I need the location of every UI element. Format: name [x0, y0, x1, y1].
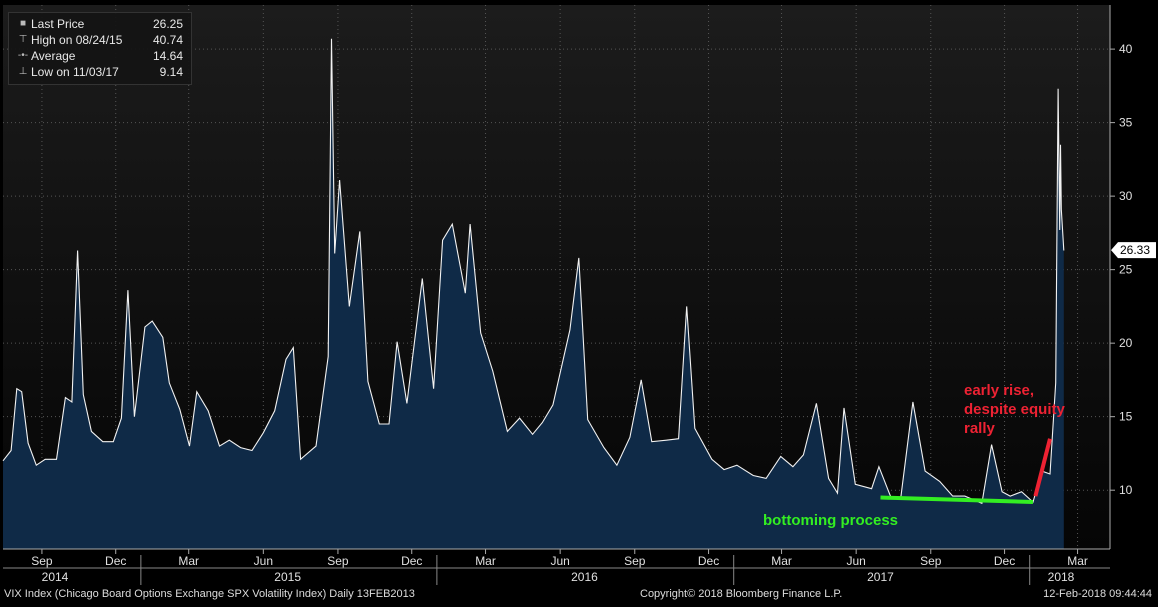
x-tick-label: Sep: [624, 554, 646, 568]
legend-value: 40.74: [152, 33, 183, 47]
x-tick-label: Sep: [31, 554, 53, 568]
x-tick-label: Dec: [105, 554, 126, 568]
legend: ■ Last Price 26.25 ⊤ High on 08/24/15 40…: [8, 12, 192, 85]
legend-item-high: ⊤ High on 08/24/15 40.74: [15, 32, 183, 48]
legend-item-low: ⊥ Low on 11/03/17 9.14: [15, 64, 183, 80]
x-year-label: 2018: [1048, 570, 1075, 584]
footer-bar: VIX Index (Chicago Board Options Exchang…: [0, 585, 1158, 607]
annotation-layer: bottoming process early rise, despite equi…: [763, 382, 1066, 529]
y-tick-label: 10: [1119, 483, 1133, 497]
average-marker-icon: -•-: [17, 50, 29, 61]
series-line: [2, 38, 1065, 505]
x-tick-label: Jun: [550, 554, 569, 568]
annotation-early-rise-line: despite equity: [964, 401, 1066, 418]
high-marker-icon: ⊤: [18, 34, 28, 45]
square-icon: ■: [19, 18, 27, 29]
x-tick-label: Dec: [698, 554, 719, 568]
legend-label: Last Price: [31, 17, 85, 31]
y-tick-label: 25: [1119, 263, 1133, 277]
bottoming-trend-line: [880, 495, 1034, 504]
legend-value: 9.14: [159, 65, 183, 79]
x-tick-label: Sep: [920, 554, 942, 568]
footer-copyright: Copyright© 2018 Bloomberg Finance L.P.: [640, 588, 843, 600]
x-tick-label: Jun: [254, 554, 273, 568]
last-price-label: 26.33: [1120, 243, 1150, 257]
x-year-label: 2016: [571, 570, 598, 584]
annotation-early-rise-line: early rise,: [964, 382, 1034, 399]
x-tick-label: Dec: [994, 554, 1015, 568]
x-tick-label: Sep: [327, 554, 349, 568]
legend-value: 14.64: [152, 49, 183, 63]
x-tick-label: Dec: [401, 554, 422, 568]
early-rise-trend-line: [1033, 438, 1052, 497]
y-tick-label: 15: [1119, 410, 1133, 424]
low-marker-icon: ⊥: [18, 66, 28, 77]
y-tick-label: 20: [1119, 336, 1133, 350]
annotation-early-rise-line: rally: [964, 420, 996, 437]
vix-area-chart: bottoming process early rise, despite equi…: [2, 5, 1156, 585]
x-tick-label: Jun: [846, 554, 865, 568]
legend-value: 26.25: [152, 17, 183, 31]
x-tick-label: Mar: [1067, 554, 1088, 568]
x-tick-label: Mar: [475, 554, 496, 568]
x-year-label: 2014: [42, 570, 69, 584]
y-tick-label: 30: [1119, 189, 1133, 203]
x-year-label: 2017: [867, 570, 894, 584]
legend-item-average: -•- Average 14.64: [15, 48, 183, 64]
footer-security-info: VIX Index (Chicago Board Options Exchang…: [4, 588, 415, 600]
legend-label: Low on 11/03/17: [31, 65, 119, 79]
legend-label: High on 08/24/15: [31, 33, 123, 47]
axis-layer: 10 15 20 25 30 35 40 26.33 Sep Dec Mar Jun Sep Dec Mar…: [3, 5, 1156, 585]
footer-timestamp: 12-Feb-2018 09:44:44: [1043, 588, 1152, 600]
last-price-tag: [1111, 242, 1156, 259]
x-year-label: 2015: [274, 570, 301, 584]
legend-label: Average: [31, 49, 76, 63]
legend-item-last-price: ■ Last Price 26.25: [15, 16, 183, 32]
x-tick-label: Mar: [178, 554, 199, 568]
y-tick-label: 35: [1119, 116, 1133, 130]
y-tick-label: 40: [1119, 42, 1133, 56]
annotation-bottoming-process: bottoming process: [763, 512, 898, 529]
x-tick-label: Mar: [771, 554, 792, 568]
